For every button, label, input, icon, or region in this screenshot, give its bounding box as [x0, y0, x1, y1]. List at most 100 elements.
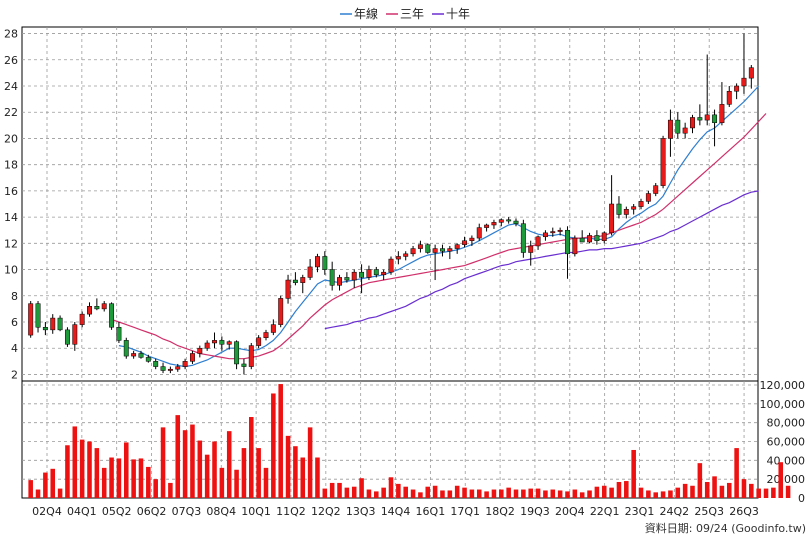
data-source-footer: 資料日期: 09/24 (Goodinfo.tw) [645, 521, 806, 535]
candle-body [726, 90, 732, 105]
x-tick-label: 25Q3 [694, 505, 724, 518]
candle-body [462, 240, 467, 245]
candle-body [704, 114, 710, 121]
volume-bar [146, 466, 151, 498]
candle-body [631, 206, 637, 210]
candle-body [381, 271, 387, 276]
volume-tick-label: 120,000 [760, 379, 806, 392]
price-tick-label: 2 [11, 368, 18, 381]
volume-bar [226, 431, 232, 498]
legend-label-year: 年線 [354, 6, 378, 21]
volume-bar [307, 427, 313, 498]
candle-body [359, 271, 365, 278]
x-tick-label: 24Q2 [660, 505, 690, 518]
volume-bar [550, 489, 556, 498]
candle-body [498, 219, 504, 223]
candle-body [50, 317, 56, 331]
volume-bar [690, 485, 695, 498]
candle-body [682, 127, 688, 134]
x-tick-label: 19Q3 [520, 505, 550, 518]
volume-bar [241, 448, 247, 498]
volume-bar [138, 458, 144, 498]
candle-body [87, 306, 92, 315]
x-tick-label: 23Q1 [625, 505, 655, 518]
volume-bar [50, 468, 56, 498]
volume-bar [675, 487, 681, 498]
volume-bar [778, 462, 784, 498]
volume-bar [763, 488, 769, 498]
candle-body [204, 342, 210, 349]
volume-bar [300, 457, 306, 498]
volume-bar [587, 490, 592, 498]
volume-bar [660, 491, 666, 498]
volume-bar [131, 459, 136, 498]
volume-bar [190, 424, 195, 498]
price-tick-label: 22 [4, 106, 18, 119]
volume-bar [484, 491, 489, 498]
candle-body [182, 361, 188, 367]
volume-bar [87, 441, 92, 498]
candle-body [351, 271, 357, 281]
x-axis-ticks: 02Q4 04Q1 05Q2 06Q2 07Q3 08Q4 10Q1 11Q2 12Q2 13Q3… [32, 505, 759, 518]
candle-body [292, 279, 298, 283]
candle-body [542, 232, 548, 238]
volume-bar [609, 487, 614, 498]
candle-body [484, 224, 490, 228]
volume-bar [116, 458, 122, 498]
candle-body [476, 227, 482, 239]
x-tick-label: 13Q3 [346, 505, 376, 518]
x-tick-label: 12Q2 [311, 505, 341, 518]
candle-body [197, 347, 203, 354]
candle-body [440, 248, 445, 252]
volume-bar [366, 489, 372, 498]
candle-body [344, 277, 350, 281]
volume-bar [756, 488, 761, 498]
volume-bar [476, 489, 482, 498]
candle-body [116, 326, 122, 341]
price-tick-label: 28 [4, 28, 18, 41]
x-tick-label: 02Q4 [32, 505, 62, 518]
candlesticks [28, 33, 754, 375]
volume-bar [351, 486, 357, 498]
candle-body [153, 361, 159, 367]
candle-body [712, 114, 718, 123]
candle-body [741, 77, 747, 87]
candle-body [175, 366, 181, 370]
candle-body [506, 219, 512, 222]
candle-body [697, 117, 703, 121]
candle-body [550, 231, 556, 234]
candle-body [337, 277, 342, 286]
volume-bar [359, 478, 364, 498]
volume-bar [57, 488, 63, 498]
volume-bar [432, 485, 438, 498]
volume-bar [94, 448, 100, 498]
volume-bar [315, 457, 320, 498]
candle-body [513, 220, 519, 224]
candle-body [64, 329, 70, 345]
candle-body [212, 340, 217, 344]
candle-body [528, 245, 534, 253]
volume-tick-label: 20,000 [767, 473, 806, 486]
candle-body [425, 244, 431, 253]
candle-body [609, 203, 615, 234]
volume-bar [153, 479, 158, 498]
candle-body [535, 236, 541, 247]
x-tick-label: 14Q4 [381, 505, 411, 518]
candle-body [719, 104, 725, 123]
volume-bar [123, 442, 129, 498]
candle-body [329, 269, 335, 286]
candle-body [469, 237, 475, 241]
candle-body [189, 353, 195, 362]
legend-label-three: 三年 [400, 7, 424, 21]
volume-bar [447, 490, 453, 498]
volume-bar [521, 489, 526, 498]
candle-body [432, 248, 438, 253]
candle-body [131, 353, 137, 357]
candle-body [226, 341, 232, 345]
volume-bar [726, 482, 732, 498]
volume-bar [182, 430, 188, 498]
volume-bar [410, 489, 416, 498]
candle-body [219, 340, 225, 345]
candle-body [667, 119, 673, 139]
